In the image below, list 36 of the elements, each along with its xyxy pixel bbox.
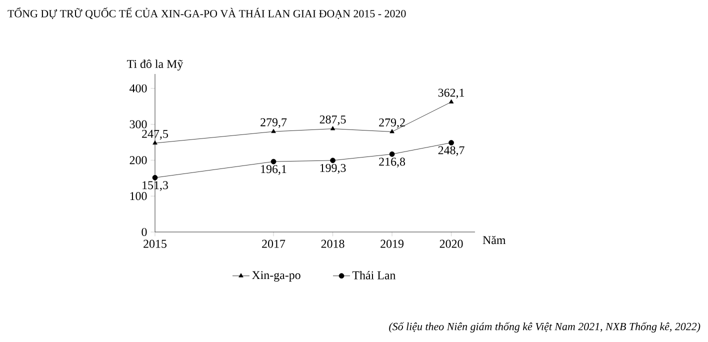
y-tick-label: 0	[142, 228, 147, 236]
data-label: 279,2	[379, 118, 405, 128]
data-label: 287,5	[320, 115, 346, 126]
data-label: 279,7	[260, 118, 287, 128]
data-label: 247,5	[142, 130, 168, 140]
data-label: 151,3	[142, 181, 168, 191]
legend-label: Thái Lan	[352, 270, 396, 280]
point	[271, 128, 276, 134]
data-label: 248,7	[438, 146, 464, 156]
point	[270, 158, 276, 164]
data-label: 199,3	[320, 164, 346, 174]
point	[330, 158, 336, 164]
y-tick-label: 300	[130, 120, 147, 128]
point	[152, 140, 158, 145]
x-tick-label: 2020	[440, 240, 463, 248]
point	[390, 129, 394, 134]
x-tick-label: 2019	[380, 240, 404, 248]
x-tick-label: 2015	[144, 240, 166, 248]
y-axis-title: Ti đô la Mỹ	[127, 60, 184, 70]
point	[152, 174, 158, 180]
text: (Số liệu theo Niên giám thống kê Việt Nam 2021, NXB Thống kê, 2022)	[389, 322, 700, 332]
data-label: 196,1	[261, 165, 286, 175]
data-label: 362,1	[438, 88, 464, 98]
y-tick-label: 100	[130, 192, 147, 200]
x-tick-label: 2017	[262, 240, 286, 248]
point	[389, 151, 395, 157]
y-tick-label: 400	[130, 84, 147, 92]
y-tick-label: 200	[130, 156, 147, 164]
point	[330, 126, 336, 130]
legend-label: Xin-ga-po	[252, 271, 300, 282]
point	[448, 140, 454, 146]
x-tick-label: 2018	[321, 240, 344, 248]
chart-title: TỔNG DỰ TRỮ QUỐC TẾ CỦA XIN-GA-PO VÀ THÁI LAN GIAI ĐOẠN 2015 - 2020	[8, 8, 406, 20]
data-label: 216,8	[379, 158, 406, 168]
x-axis-title: Năm	[482, 236, 506, 244]
point	[448, 99, 454, 104]
